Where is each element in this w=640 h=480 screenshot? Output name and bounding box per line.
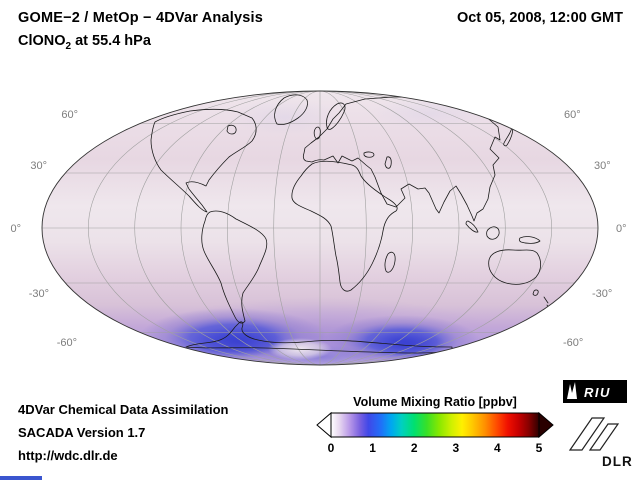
riu-spires-icon — [567, 382, 577, 399]
dlr-logo: DLR — [566, 410, 632, 475]
greenland-outline — [274, 94, 308, 126]
riu-logo: RIU — [563, 380, 627, 403]
latitude-labels: 60° 30° 0° -30° -60° 60° 30° 0° -30° -60… — [10, 109, 626, 349]
lat-label-right-30s: -30° — [592, 288, 612, 300]
colorbar-tick-2: 2 — [411, 441, 418, 455]
colorbar-underflow-arrow — [316, 411, 332, 439]
colorbar-overflow-arrow — [538, 411, 554, 439]
north-america-outline — [150, 108, 257, 213]
dlr-logo-text: DLR — [602, 454, 632, 469]
species-pressure-label: ClONO2 at 55.4 hPa — [18, 33, 151, 52]
colorbar: Volume Mixing Ratio [ppbv] — [315, 395, 555, 461]
footer-assimilation-label: 4DVar Chemical Data Assimilation — [18, 402, 229, 417]
dlr-wing-icon — [568, 417, 620, 451]
australia-outline — [488, 249, 542, 285]
japan-outline — [503, 126, 514, 147]
colorbar-scale: 0 1 2 3 4 5 — [316, 411, 554, 455]
colorbar-tick-4: 4 — [494, 441, 501, 455]
colorbar-tick-1: 1 — [369, 441, 376, 455]
colorbar-title: Volume Mixing Ratio [ppbv] — [353, 395, 517, 409]
map-boundary — [41, 90, 599, 366]
colorbar-tick-0: 0 — [328, 441, 335, 455]
lat-label-right-60s: -60° — [563, 337, 583, 349]
bottom-edge-blue-strip — [0, 476, 42, 480]
lat-label-left-60s: -60° — [57, 337, 77, 349]
south-america-outline — [201, 210, 268, 324]
world-map: 60° 30° 0° -30° -60° 60° 30° 0° -30° -60… — [10, 90, 627, 366]
species-subscript: 2 — [65, 40, 72, 52]
scandinavia-outline — [326, 102, 346, 130]
colorbar-tick-labels: 0 1 2 3 4 5 — [328, 441, 543, 455]
colorbar-tick-5: 5 — [536, 441, 543, 455]
africa-outline — [291, 160, 398, 292]
field-antarctic-core-east — [370, 331, 446, 357]
lat-label-right-60n: 60° — [564, 109, 581, 121]
lat-label-left-60n: 60° — [61, 109, 78, 121]
colorbar-gradient-bar — [330, 412, 540, 438]
field-north-atlantic-tint — [230, 99, 340, 135]
se-asia-islands-outline — [465, 220, 541, 244]
lakes-outline — [226, 124, 392, 169]
lat-label-left-30n: 30° — [30, 160, 47, 172]
species-name: ClONO — [18, 33, 66, 49]
colorbar-tick-3: 3 — [452, 441, 459, 455]
footer-url: http://wdc.dlr.de — [18, 448, 118, 463]
lat-label-left-0: 0° — [10, 223, 21, 235]
lat-label-right-0: 0° — [616, 223, 627, 235]
page-title: GOME−2 / MetOp − 4DVar Analysis — [18, 10, 264, 26]
antarctica-outline — [185, 321, 453, 354]
pressure-level: at 55.4 hPa — [71, 33, 151, 49]
lat-label-left-30s: -30° — [29, 288, 49, 300]
footer-version-label: SACADA Version 1.7 — [18, 425, 146, 440]
madagascar-outline — [384, 251, 396, 273]
lat-label-right-30n: 30° — [594, 160, 611, 172]
riu-logo-text: RIU — [584, 385, 611, 400]
timestamp: Oct 05, 2008, 12:00 GMT — [456, 10, 623, 26]
